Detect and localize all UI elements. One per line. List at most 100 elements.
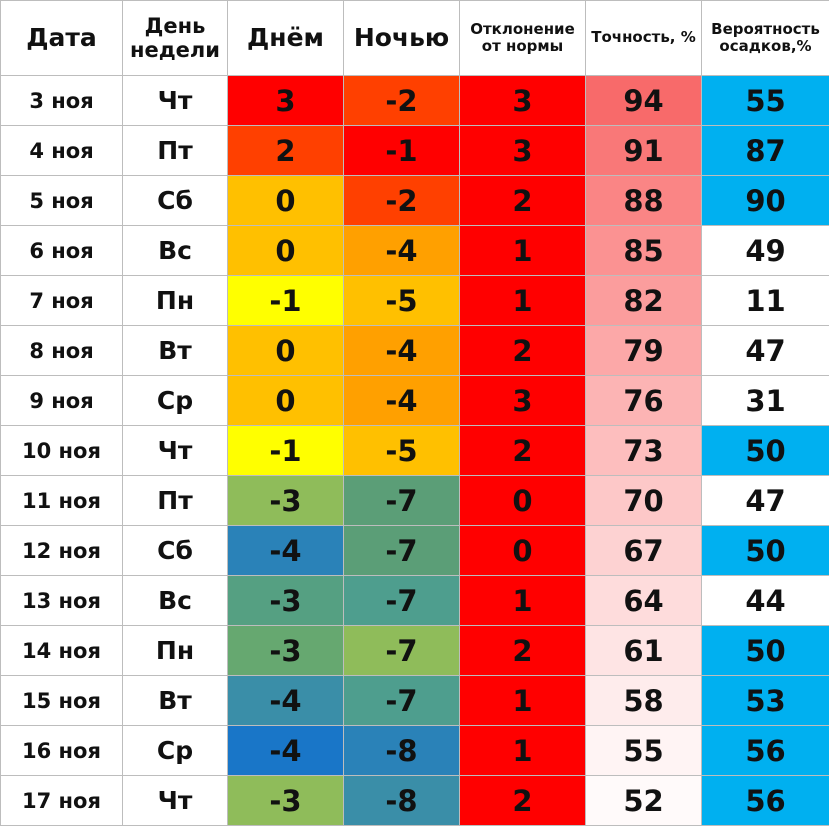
date-cell: 12 ноя — [1, 526, 123, 576]
deviation-cell: 1 — [460, 726, 586, 776]
day-temp-cell: -3 — [228, 576, 344, 626]
day-temp-cell: -3 — [228, 476, 344, 526]
accuracy-cell: 79 — [586, 326, 702, 376]
day-temp-cell: -4 — [228, 726, 344, 776]
header-row: Дата День недели Днём Ночью Отклонение о… — [1, 1, 829, 76]
night-temp-cell: -1 — [344, 126, 460, 176]
date-cell: 16 ноя — [1, 726, 123, 776]
deviation-cell: 0 — [460, 526, 586, 576]
precipitation-cell: 56 — [702, 776, 829, 826]
weekday-cell: Пн — [123, 626, 228, 676]
column-header-night-temp: Ночью — [344, 1, 460, 76]
deviation-cell: 3 — [460, 76, 586, 126]
date-cell: 6 ноя — [1, 226, 123, 276]
day-temp-cell: -4 — [228, 676, 344, 726]
precipitation-cell: 31 — [702, 376, 829, 426]
weekday-cell: Чт — [123, 76, 228, 126]
column-header-accuracy: Точность, % — [586, 1, 702, 76]
deviation-cell: 1 — [460, 276, 586, 326]
precipitation-cell: 49 — [702, 226, 829, 276]
night-temp-cell: -4 — [344, 376, 460, 426]
precipitation-cell: 55 — [702, 76, 829, 126]
precipitation-cell: 90 — [702, 176, 829, 226]
deviation-cell: 2 — [460, 776, 586, 826]
day-temp-cell: -3 — [228, 626, 344, 676]
day-temp-cell: 0 — [228, 226, 344, 276]
date-cell: 10 ноя — [1, 426, 123, 476]
column-header-date: Дата — [1, 1, 123, 76]
deviation-cell: 1 — [460, 226, 586, 276]
weekday-cell: Чт — [123, 776, 228, 826]
date-cell: 17 ноя — [1, 776, 123, 826]
deviation-cell: 2 — [460, 426, 586, 476]
date-cell: 3 ноя — [1, 76, 123, 126]
deviation-cell: 0 — [460, 476, 586, 526]
weekday-cell: Сб — [123, 176, 228, 226]
day-temp-cell: -4 — [228, 526, 344, 576]
day-temp-cell: 0 — [228, 376, 344, 426]
day-temp-cell: -3 — [228, 776, 344, 826]
night-temp-cell: -5 — [344, 276, 460, 326]
night-temp-cell: -4 — [344, 226, 460, 276]
day-temp-cell: -1 — [228, 276, 344, 326]
deviation-cell: 2 — [460, 176, 586, 226]
precipitation-cell: 47 — [702, 476, 829, 526]
precipitation-cell: 53 — [702, 676, 829, 726]
date-cell: 15 ноя — [1, 676, 123, 726]
date-cell: 7 ноя — [1, 276, 123, 326]
deviation-cell: 2 — [460, 626, 586, 676]
accuracy-cell: 52 — [586, 776, 702, 826]
precipitation-cell: 44 — [702, 576, 829, 626]
precipitation-cell: 11 — [702, 276, 829, 326]
night-temp-cell: -7 — [344, 526, 460, 576]
day-temp-cell: 2 — [228, 126, 344, 176]
night-temp-cell: -8 — [344, 776, 460, 826]
deviation-cell: 3 — [460, 376, 586, 426]
weekday-cell: Пт — [123, 126, 228, 176]
precipitation-cell: 50 — [702, 526, 829, 576]
deviation-cell: 2 — [460, 326, 586, 376]
date-cell: 14 ноя — [1, 626, 123, 676]
weekday-cell: Вт — [123, 326, 228, 376]
date-cell: 9 ноя — [1, 376, 123, 426]
column-header-weekday: День недели — [123, 1, 228, 76]
weekday-cell: Ср — [123, 726, 228, 776]
weekday-cell: Чт — [123, 426, 228, 476]
date-cell: 4 ноя — [1, 126, 123, 176]
precipitation-cell: 50 — [702, 626, 829, 676]
weekday-cell: Сб — [123, 526, 228, 576]
accuracy-cell: 67 — [586, 526, 702, 576]
night-temp-cell: -5 — [344, 426, 460, 476]
night-temp-cell: -7 — [344, 676, 460, 726]
day-temp-cell: 0 — [228, 326, 344, 376]
accuracy-cell: 82 — [586, 276, 702, 326]
night-temp-cell: -7 — [344, 576, 460, 626]
accuracy-cell: 91 — [586, 126, 702, 176]
night-temp-cell: -7 — [344, 476, 460, 526]
precipitation-cell: 56 — [702, 726, 829, 776]
column-header-deviation: Отклонение от нормы — [460, 1, 586, 76]
day-temp-cell: -1 — [228, 426, 344, 476]
date-cell: 5 ноя — [1, 176, 123, 226]
deviation-cell: 1 — [460, 576, 586, 626]
night-temp-cell: -8 — [344, 726, 460, 776]
night-temp-cell: -2 — [344, 176, 460, 226]
accuracy-cell: 73 — [586, 426, 702, 476]
weekday-cell: Вс — [123, 576, 228, 626]
accuracy-cell: 61 — [586, 626, 702, 676]
